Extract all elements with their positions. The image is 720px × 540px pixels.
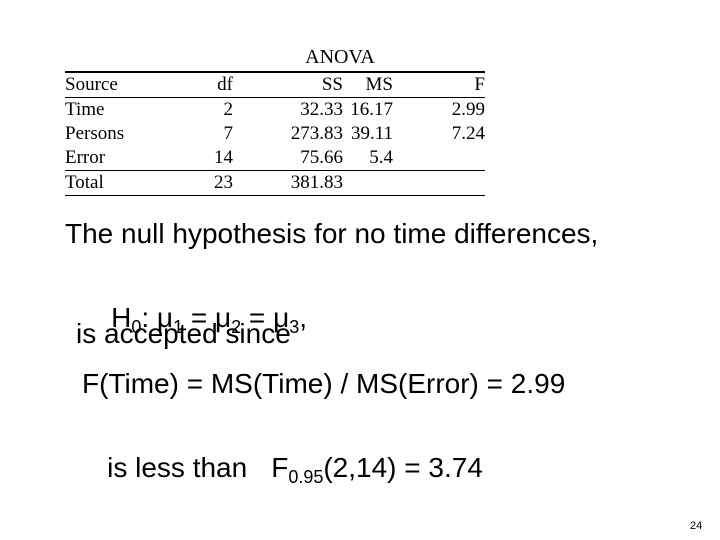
table-cell: 32.33 — [300, 99, 343, 120]
anova-table: Source df SS MS F Time 2 32.33 16.17 2.99 Persons… — [65, 71, 485, 196]
subscript: 0 — [131, 317, 142, 337]
header-cell: df — [217, 74, 233, 95]
table-cell: 5.4 — [369, 147, 393, 168]
text: , — [299, 302, 307, 333]
table-cell: Time — [65, 99, 105, 120]
header-cell: MS — [365, 74, 393, 95]
text: = μ — [183, 302, 232, 333]
table-cell: 7 — [223, 123, 234, 144]
header-cell: SS — [321, 74, 343, 95]
table-cell: Total — [65, 172, 104, 193]
subscript: 2 — [231, 317, 242, 337]
subscript: 0.95 — [288, 467, 324, 487]
table-cell: 16.17 — [350, 99, 393, 120]
table-cell: 273.83 — [290, 123, 343, 144]
text: F — [271, 452, 289, 483]
text: : μ — [141, 302, 174, 333]
table-cell: 23 — [214, 172, 233, 193]
empty-cell — [343, 171, 393, 196]
text: H — [111, 302, 132, 333]
empty-cell — [393, 146, 485, 171]
table-row: Persons 7 273.83 39.11 7.24 — [65, 122, 485, 146]
text: (2,14) = 3.74 — [323, 452, 483, 483]
text-line: The null hypothesis for no time differen… — [65, 218, 599, 249]
header-row: Source df SS MS F — [65, 72, 485, 98]
table-title: ANOVA — [305, 46, 375, 68]
table-cell: 7.24 — [451, 123, 485, 144]
table-cell: 2 — [223, 99, 234, 120]
table-cell: Error — [65, 147, 106, 168]
table-cell: 2.99 — [451, 99, 485, 120]
header-cell: Source — [65, 74, 118, 95]
hypothesis-line: H0: μ1 = μ2 = μ3, — [80, 270, 307, 370]
subscript: 1 — [173, 317, 184, 337]
text: = μ — [241, 302, 290, 333]
text-line: is less than F0.95(2,14) = 3.74 — [76, 420, 483, 520]
table-row: Total 23 381.83 — [65, 170, 485, 196]
table-cell: 14 — [214, 147, 233, 168]
text-line: is accepted since — [76, 318, 291, 349]
text-line: F(Time) = MS(Time) / MS(Error) = 2.99 — [82, 368, 566, 399]
table-cell: Persons — [65, 123, 125, 144]
table-cell: 381.83 — [290, 172, 343, 193]
table-cell: 39.11 — [350, 123, 393, 144]
table-row: Time 2 32.33 16.17 2.99 — [65, 98, 485, 123]
page-number: 24 — [690, 520, 703, 532]
table-row: Error 14 75.66 5.4 — [65, 146, 485, 171]
header-cell: F — [474, 74, 485, 95]
empty-cell — [393, 171, 485, 196]
subscript: 3 — [289, 317, 300, 337]
table-cell: 75.66 — [300, 147, 343, 168]
text: is less than — [107, 452, 248, 483]
